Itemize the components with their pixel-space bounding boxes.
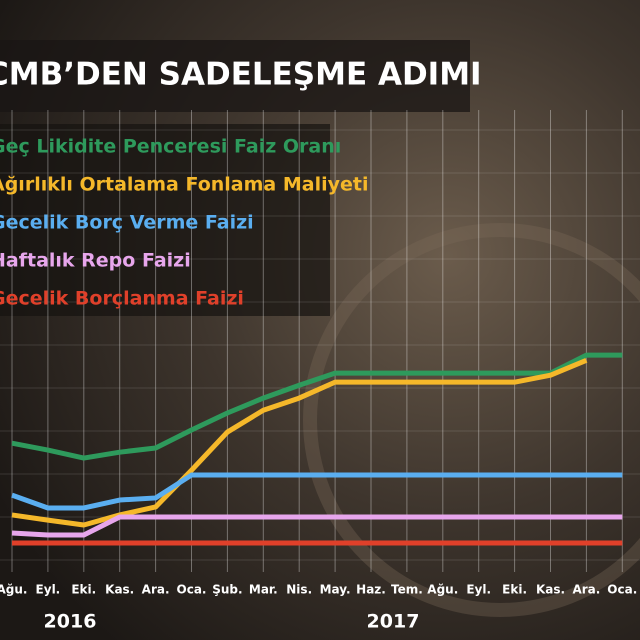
x-tick-label: Kas.: [105, 583, 134, 597]
x-tick-label: Eyl.: [36, 583, 61, 597]
legend-label: Gecelik Borç Verme Faizi: [0, 212, 254, 234]
x-tick-label: Şub.: [212, 583, 242, 597]
x-tick-label: Ara.: [572, 583, 600, 597]
x-tick-label: Eyl.: [466, 583, 491, 597]
x-tick-label: Eki.: [502, 583, 527, 597]
series-line: [11, 357, 588, 528]
x-tick-label: Tem.: [391, 583, 423, 597]
title-band: [0, 40, 470, 112]
series-line: [11, 514, 623, 538]
legend-label: Ağırlıklı Ortalama Fonlama Maliyeti: [0, 174, 368, 196]
year-label: 2016: [44, 611, 97, 633]
x-tick-label: Kas.: [536, 583, 565, 597]
x-tick-label: Mar.: [249, 583, 278, 597]
x-tick-label: Haz.: [356, 583, 386, 597]
x-tick-label: Ağu.: [0, 583, 27, 597]
chart-title: CMB’DEN SADELEŞME ADIMI: [0, 57, 482, 93]
x-tick-label: Nis.: [286, 583, 312, 597]
decor-coin: [303, 223, 640, 617]
series-line: [11, 352, 623, 461]
year-label: 2017: [367, 611, 420, 633]
x-tick-label: Ara.: [142, 583, 170, 597]
series-line: [11, 472, 623, 511]
x-tick-label: Eki.: [71, 583, 96, 597]
x-tick-label: Ağu.: [427, 583, 458, 597]
legend-label: Gecelik Borçlanma Faizi: [0, 288, 244, 310]
x-tick-label: Oca.: [177, 583, 207, 597]
legend-label: Haftalık Repo Faizi: [0, 250, 191, 272]
x-tick-label: May.: [320, 583, 351, 597]
legend-box: [0, 124, 330, 316]
x-tick-label: Oca.: [607, 583, 637, 597]
legend-label: Geç Likidite Penceresi Faiz Oranı: [0, 136, 341, 158]
